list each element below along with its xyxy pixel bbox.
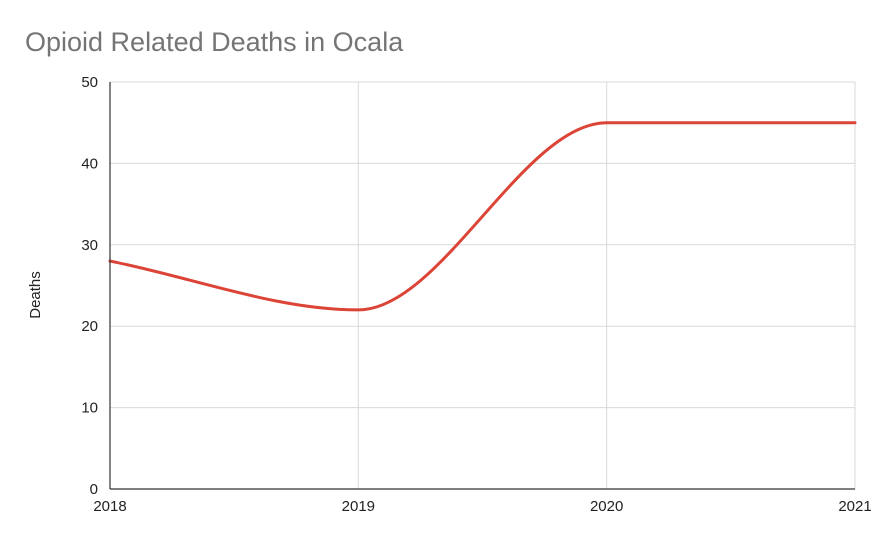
y-tick-label: 50 xyxy=(81,74,98,91)
y-tick-label: 20 xyxy=(81,318,98,335)
y-axis-title: Deaths xyxy=(27,271,44,319)
y-tick-label: 40 xyxy=(81,155,98,172)
series-line xyxy=(108,121,857,312)
x-tick-label: 2020 xyxy=(590,498,623,515)
y-tick-label: 0 xyxy=(90,481,98,498)
x-tick-label: 2019 xyxy=(342,498,375,515)
axes xyxy=(109,82,855,490)
x-tick-label: 2021 xyxy=(838,498,871,515)
series-layer xyxy=(108,121,857,312)
chart-title: Opioid Related Deaths in Ocala xyxy=(25,27,404,57)
gridlines xyxy=(110,81,856,489)
tick-labels: 0 10 20 30 40 50 2018 2019 2020 2021 xyxy=(81,74,871,515)
x-tick-label: 2018 xyxy=(93,498,126,515)
y-tick-label: 10 xyxy=(81,400,98,417)
y-tick-label: 30 xyxy=(81,237,98,254)
